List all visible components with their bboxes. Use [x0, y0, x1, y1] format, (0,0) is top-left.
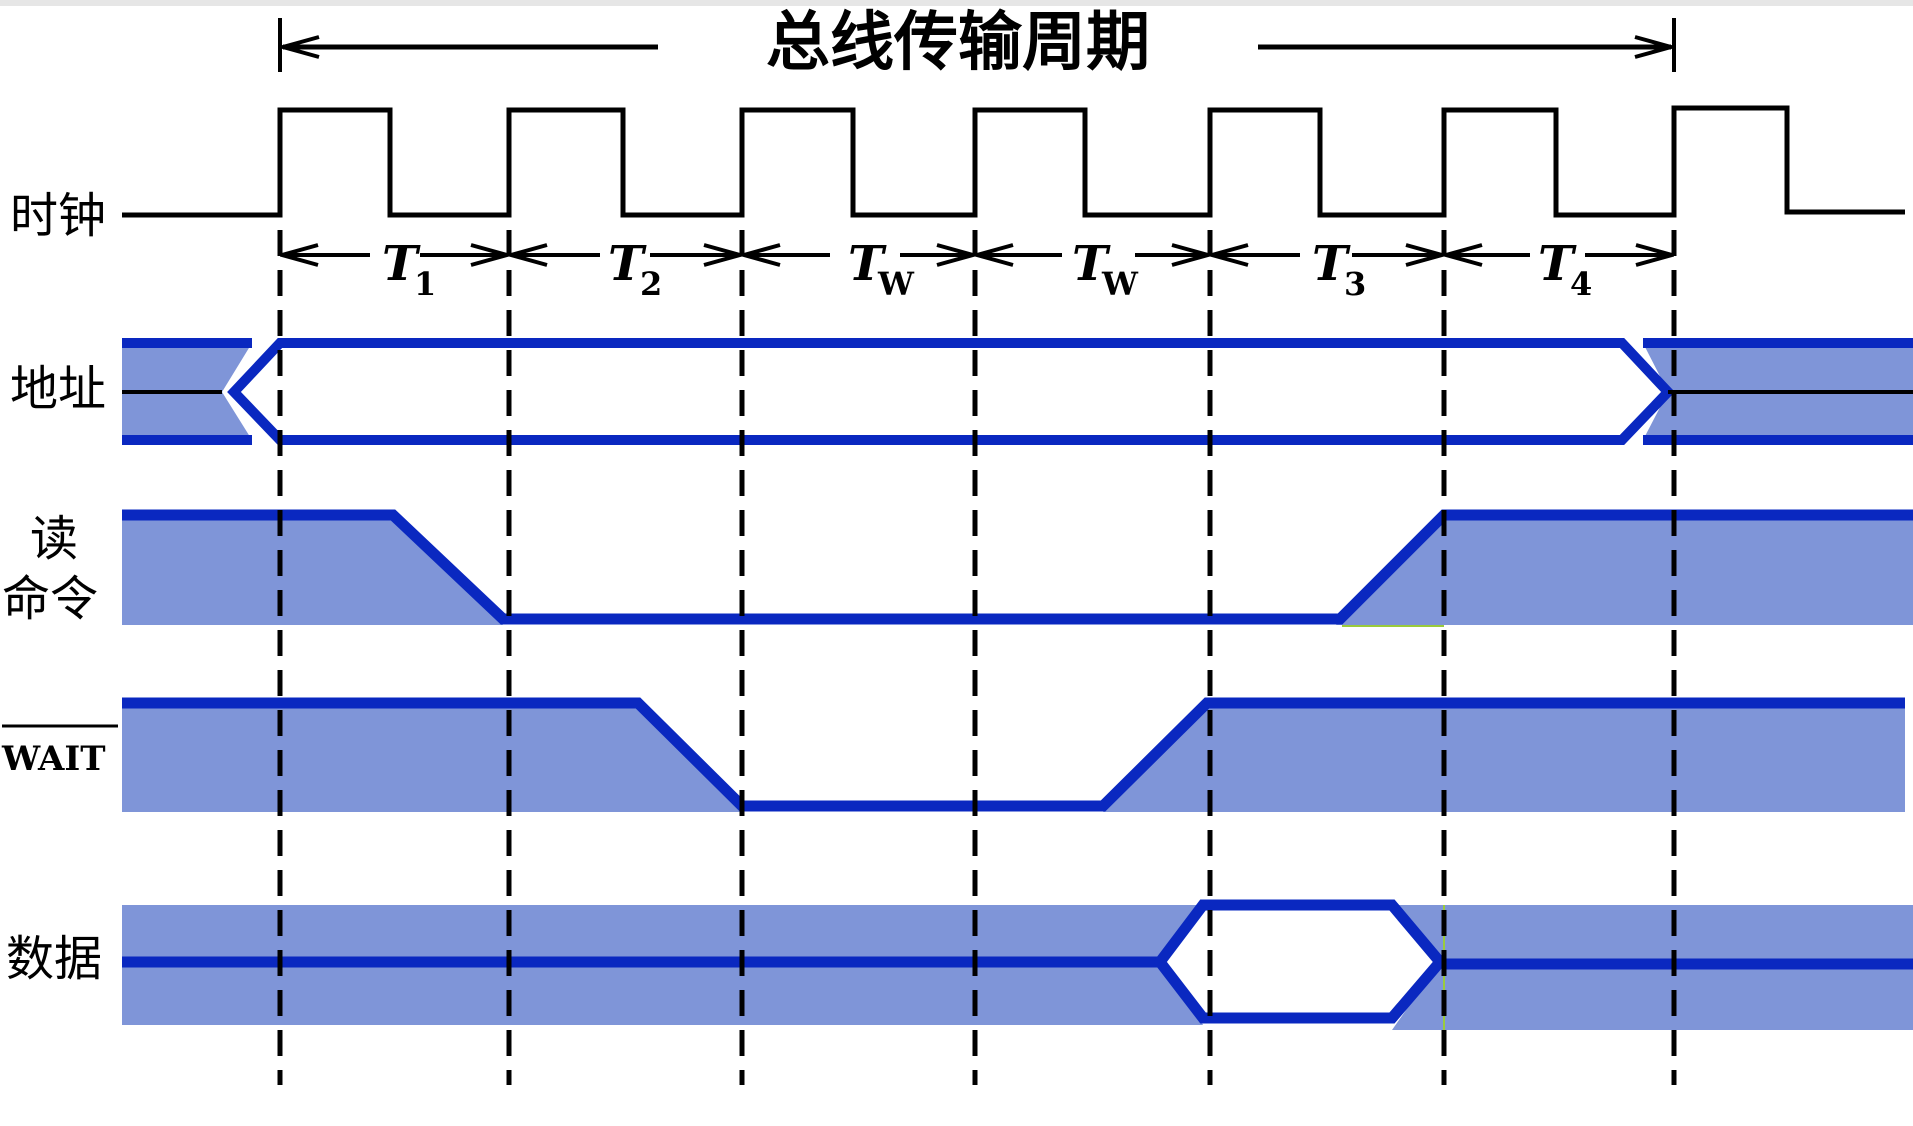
svg-text:T: T	[1072, 236, 1111, 292]
svg-text:4: 4	[1570, 265, 1592, 303]
address-label: 地址	[10, 361, 106, 417]
svg-text:T: T	[848, 236, 887, 292]
period-label-t4: T 4	[1538, 236, 1592, 303]
period-label-t2: T 2	[608, 236, 662, 303]
period-label-tw-2: T W	[1072, 236, 1139, 303]
read-command-label-line1: 读	[30, 511, 78, 567]
svg-text:1: 1	[414, 265, 436, 303]
svg-text:T: T	[382, 236, 421, 292]
read-command-label-line2: 命令	[2, 571, 98, 627]
top-border	[0, 0, 1913, 6]
diagram-title: 总线传输周期	[766, 5, 1150, 80]
svg-text:T: T	[608, 236, 647, 292]
bus-cycle-span: 总线传输周期	[278, 5, 1676, 80]
wait-label: WAIT	[1, 739, 106, 779]
svg-text:2: 2	[640, 265, 662, 303]
svg-text:3: 3	[1344, 265, 1366, 303]
period-label-tw-1: T W	[848, 236, 915, 303]
svg-text:T: T	[1538, 236, 1577, 292]
timing-boundaries	[277, 230, 1677, 1085]
svg-text:W: W	[1101, 265, 1139, 303]
wait-signal	[122, 697, 1905, 812]
period-label-t3: T 3	[1312, 236, 1366, 303]
period-label-t1: T 1	[382, 236, 436, 303]
clock-waveform	[122, 105, 1905, 218]
data-bus-signal	[122, 899, 1913, 1030]
clock-label: 时钟	[10, 188, 106, 244]
svg-text:W: W	[877, 265, 915, 303]
address-bus-signal	[122, 338, 1913, 445]
svg-text:T: T	[1312, 236, 1351, 292]
read-command-signal	[122, 509, 1913, 627]
data-label: 数据	[6, 931, 102, 987]
